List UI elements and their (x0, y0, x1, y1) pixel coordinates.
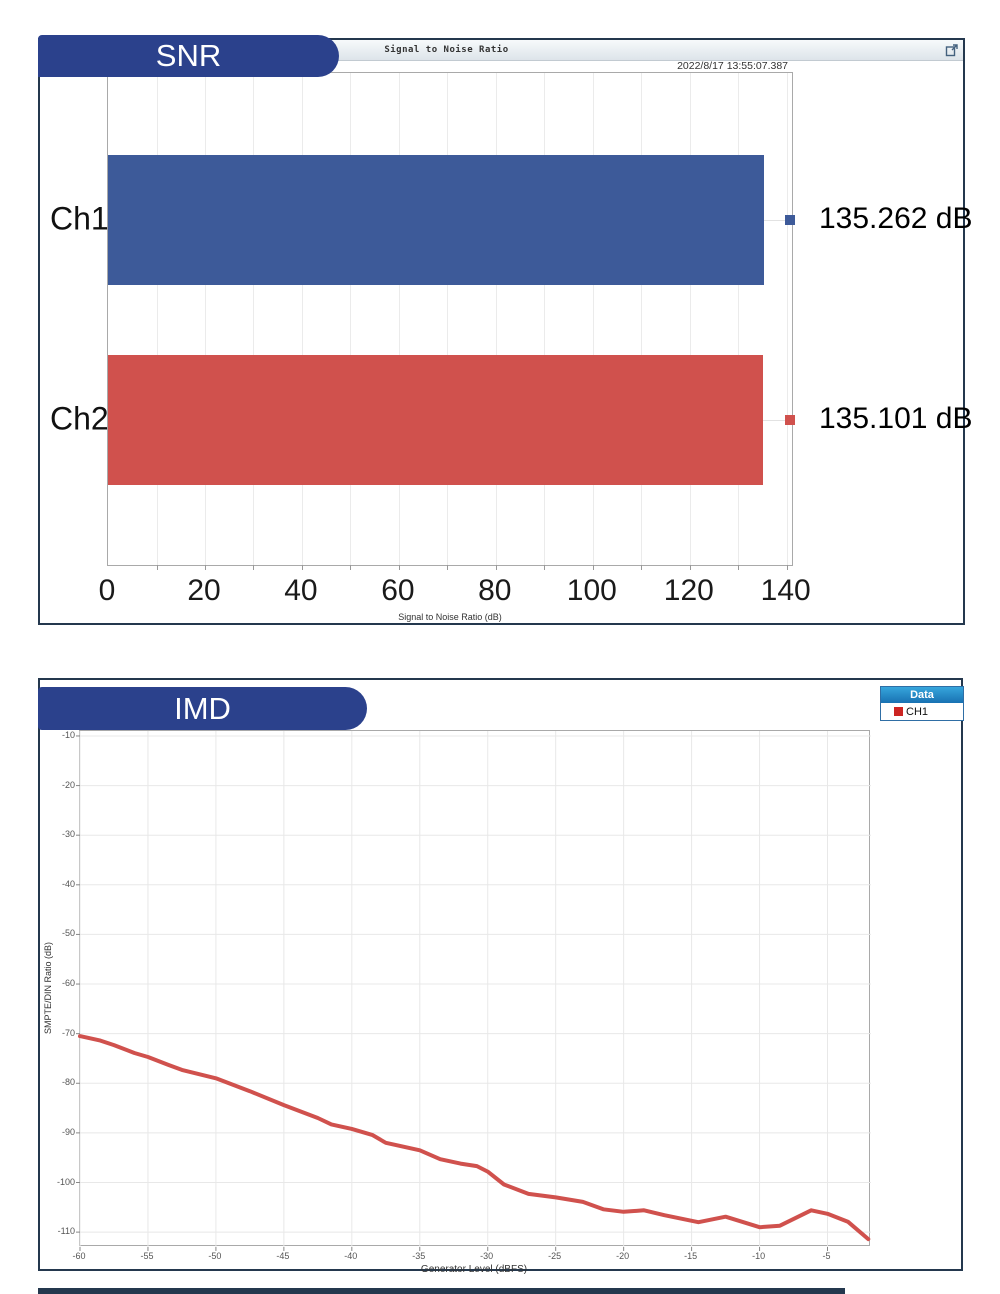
category-label-ch2: Ch2 (50, 400, 109, 437)
x-tick-label: -35 (412, 1251, 426, 1261)
category-label-ch1: Ch1 (50, 200, 109, 237)
legend-label-ch1: CH1 (906, 705, 929, 718)
legend-box: Data CH1 (880, 686, 964, 721)
x-tick-mark (447, 565, 449, 570)
x-tick-mark (350, 565, 352, 570)
x-tick-label: 140 (760, 574, 811, 607)
marker-ch1 (785, 215, 795, 225)
x-tick-label: 40 (284, 574, 318, 607)
bar-ch1 (108, 155, 764, 285)
x-tick-label: -10 (752, 1251, 766, 1261)
x-tick-label: -50 (208, 1251, 222, 1261)
marker-ch2 (785, 415, 795, 425)
y-tick-label: -100 (56, 1176, 75, 1187)
gridline-vertical (592, 73, 594, 565)
x-tick-label: -30 (480, 1251, 494, 1261)
legend-header: Data (881, 687, 963, 703)
gridline-vertical (544, 73, 546, 565)
gridline-vertical (301, 73, 303, 565)
gridline-vertical (253, 73, 255, 565)
x-tick-label: -40 (344, 1251, 358, 1261)
legend-swatch-ch1 (894, 707, 903, 716)
x-tick-label: -5 (822, 1251, 831, 1261)
y-tick-label: -90 (61, 1126, 75, 1137)
x-tick-mark (301, 565, 303, 570)
value-label-ch2: 135.101 dB (819, 402, 973, 435)
x-tick-mark (786, 565, 788, 570)
y-tick-label: -40 (61, 878, 75, 889)
snr-chart-panel: Signal to Noise Ratio 2022/8/17 13:55:07… (38, 35, 972, 625)
gridline-vertical (398, 73, 400, 565)
y-tick-label: -10 (61, 730, 75, 740)
gridline-vertical (738, 73, 740, 565)
imd-section-pill: IMD (38, 687, 367, 730)
series-line-ch1 (78, 1034, 871, 1242)
bottom-divider (38, 1288, 845, 1294)
x-tick-mark (544, 565, 546, 570)
y-tick-label: -70 (61, 1027, 75, 1038)
gridline-vertical (205, 73, 206, 565)
y-tick-label: -50 (61, 928, 75, 939)
gridline-vertical (495, 73, 497, 565)
gridline-vertical (156, 73, 158, 565)
x-tick-label: 120 (663, 574, 714, 607)
legend-item-ch1[interactable]: CH1 (881, 703, 963, 720)
x-tick-label: -20 (616, 1251, 630, 1261)
bar-ch2 (108, 355, 763, 485)
popout-icon[interactable] (945, 43, 959, 57)
x-tick-mark (205, 565, 206, 570)
imd-line-chart (76, 731, 871, 1251)
x-tick-label: -25 (548, 1251, 562, 1261)
window-title: Signal to Noise Ratio (384, 45, 509, 55)
x-tick-label: -15 (684, 1251, 698, 1261)
x-tick-label: 20 (187, 574, 221, 607)
x-tick-mark (253, 565, 255, 570)
gridline-vertical (641, 73, 643, 565)
y-tick-label: -30 (61, 829, 75, 840)
y-tick-label: -110 (57, 1226, 75, 1237)
x-tick-label: -55 (140, 1251, 154, 1261)
gridline-vertical (786, 73, 788, 565)
y-tick-label: -60 (61, 978, 75, 988)
y-tick-label: -80 (61, 1077, 75, 1088)
gridline-vertical (447, 73, 449, 565)
snr-x-axis-title: Signal to Noise Ratio (dB) (398, 612, 502, 622)
x-tick-label: 60 (381, 574, 415, 607)
timestamp: 2022/8/17 13:55:07.387 (677, 60, 788, 72)
imd-x-axis-title: Generator Level (dBFS) (420, 1264, 528, 1275)
snr-pill-label: SNR (155, 38, 222, 73)
x-tick-label: 100 (566, 574, 617, 607)
x-tick-label: -45 (276, 1251, 290, 1261)
y-tick-label: -20 (61, 779, 75, 790)
imd-pill-label: IMD (174, 690, 231, 726)
imd-chart-panel: IMD Data CH1 Generator Level (dBFS) SMPT… (38, 678, 964, 1275)
gridline-vertical (689, 73, 691, 565)
x-tick-mark (398, 565, 400, 570)
x-tick-mark (738, 565, 740, 570)
x-tick-mark (495, 565, 497, 570)
imd-y-axis-title: SMPTE/DIN Ratio (dB) (43, 941, 53, 1035)
snr-section-pill: SNR (38, 35, 339, 77)
x-tick-label: 80 (478, 574, 512, 607)
x-tick-label: -60 (72, 1251, 86, 1261)
x-tick-mark (156, 565, 158, 570)
snr-plot-area (107, 72, 795, 570)
x-tick-mark (641, 565, 643, 570)
imd-plot-area (76, 730, 871, 1251)
x-tick-label: 0 (98, 574, 116, 607)
x-tick-mark (689, 565, 691, 570)
value-label-ch1: 135.262 dB (819, 202, 973, 235)
gridline-vertical (350, 73, 352, 565)
x-tick-mark (592, 565, 594, 570)
